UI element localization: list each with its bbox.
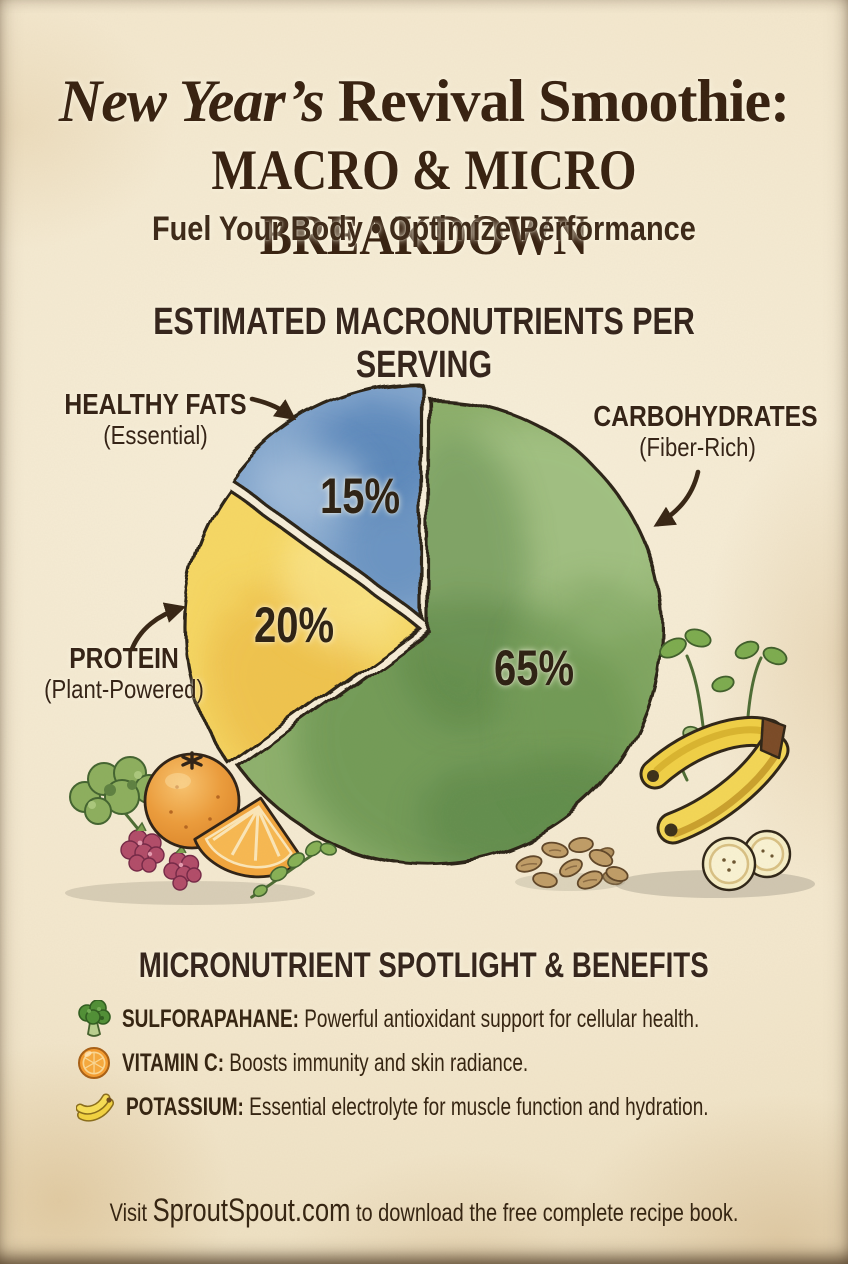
percent-label-protein: 20% bbox=[253, 597, 335, 653]
callout-protein: PROTEIN (Plant-Powered) bbox=[30, 643, 218, 705]
micro-desc: Powerful antioxidant support for cellula… bbox=[298, 1004, 700, 1033]
title-italic-part: New Year’s bbox=[58, 68, 325, 134]
seeds-illustration bbox=[515, 836, 629, 891]
title-regular-part: Revival Smoothie: bbox=[323, 68, 790, 134]
page-subtitle: Fuel Your Body • Optimize Performance bbox=[152, 210, 696, 248]
left-produce-illustration bbox=[65, 751, 337, 905]
micro-item-text: SULFORAPAHANE: Powerful antioxidant supp… bbox=[122, 1005, 699, 1034]
micro-section-heading: MICRONUTRIENT SPOTLIGHT & BENEFITS bbox=[139, 946, 709, 985]
micro-term: VITAMIN C: bbox=[122, 1048, 225, 1077]
bananas-illustration bbox=[639, 715, 790, 845]
micro-desc: Essential electrolyte for muscle functio… bbox=[243, 1092, 709, 1121]
micro-term: SULFORAPAHANE: bbox=[122, 1004, 299, 1033]
footer-prefix: Visit bbox=[109, 1199, 153, 1227]
callout-carbs-label: CARBOHYDRATES bbox=[593, 401, 818, 433]
callout-fats-label: HEALTHY FATS bbox=[64, 389, 247, 421]
callout-fats-qualifier: (Essential) bbox=[103, 420, 208, 451]
footer-site: SproutSpout.com bbox=[152, 1192, 351, 1228]
micro-item-text: VITAMIN C: Boosts immunity and skin radi… bbox=[122, 1049, 528, 1078]
micro-desc: Boosts immunity and skin radiance. bbox=[224, 1048, 529, 1077]
micro-term: POTASSIUM: bbox=[126, 1092, 244, 1121]
callout-carbohydrates: CARBOHYDRATES (Fiber-Rich) bbox=[575, 401, 820, 463]
micro-item-potassium: POTASSIUM: Essential electrolyte for mus… bbox=[76, 1086, 848, 1128]
macro-section-heading: ESTIMATED MACRONUTRIENTS PER SERVING bbox=[153, 301, 695, 386]
callout-healthy-fats: HEALTHY FATS (Essential) bbox=[48, 389, 263, 451]
shadow bbox=[65, 881, 315, 905]
footer-suffix: to download the free complete recipe boo… bbox=[350, 1199, 739, 1227]
percent-label-carbs: 65% bbox=[493, 640, 575, 696]
orange-icon bbox=[78, 1047, 110, 1079]
micro-item-text: POTASSIUM: Essential electrolyte for mus… bbox=[126, 1093, 709, 1122]
footer-text: Visit SproutSpout.com to download the fr… bbox=[0, 1192, 848, 1229]
callout-protein-qualifier: (Plant-Powered) bbox=[44, 674, 204, 705]
page-title: New Year’s Revival Smoothie: bbox=[0, 70, 848, 133]
percent-label-fats: 15% bbox=[319, 468, 401, 524]
callout-carbs-qualifier: (Fiber-Rich) bbox=[639, 432, 756, 463]
micro-item-vitamin-c: VITAMIN C: Boosts immunity and skin radi… bbox=[76, 1042, 656, 1084]
callout-protein-label: PROTEIN bbox=[69, 643, 179, 675]
micro-item-sulforaphane: SULFORAPAHANE: Powerful antioxidant supp… bbox=[76, 998, 848, 1040]
banana-icon bbox=[76, 1093, 114, 1122]
broccoli-icon bbox=[78, 1000, 111, 1037]
